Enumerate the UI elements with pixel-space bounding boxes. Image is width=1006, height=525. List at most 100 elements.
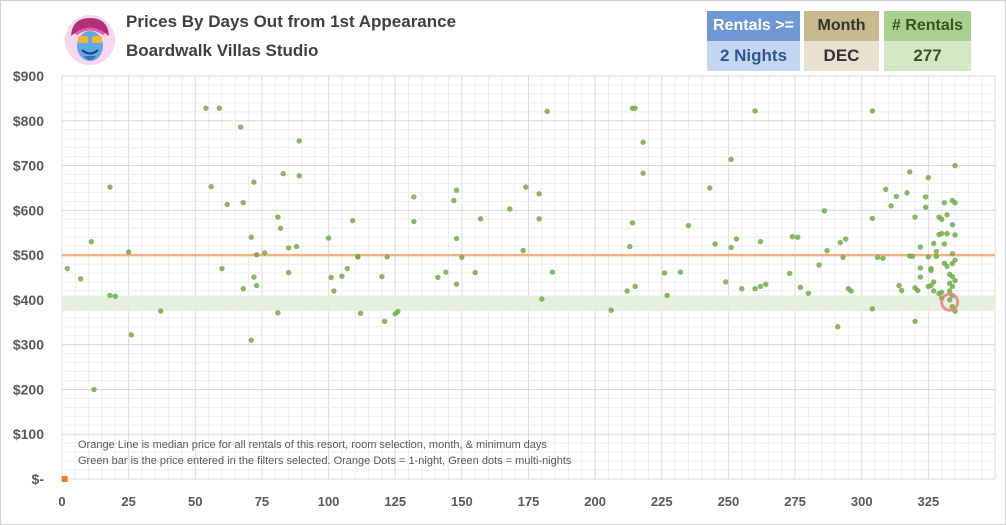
multi-night-dot [224,201,230,208]
multi-night-dot [938,216,945,222]
chart-subtitle: Boardwalk Villas Studio [126,41,319,60]
multi-night-dot [824,247,830,254]
multi-night-dot [357,310,364,317]
x-tick-label: 50 [188,494,202,509]
multi-night-dot [952,162,958,169]
multi-night-dot [869,108,876,114]
filter-rentals-min[interactable]: Rentals >= 2 Nights [707,11,800,71]
multi-night-dot [933,253,940,260]
multi-night-dot [883,186,889,192]
multi-night-dot [925,174,932,181]
multi-night-dot [728,156,734,162]
multi-night-dot [520,247,526,254]
multi-night-dot [331,288,337,294]
multi-night-dot [355,254,361,260]
multi-night-dot [280,170,286,177]
y-tick-label: $600 [13,202,44,218]
multi-night-dot [917,265,924,271]
multi-night-dot [64,265,71,272]
multi-night-dot [629,220,636,226]
multi-night-dot [906,169,913,175]
x-tick-label: 25 [121,494,135,509]
multi-night-dot [821,208,828,214]
multi-night-dot [946,288,953,294]
multi-night-dot [339,273,345,279]
multi-night-dot [285,269,292,276]
logo-icon [65,15,115,65]
multi-night-dot [930,240,937,247]
multi-night-dot [712,241,718,247]
multi-night-dot [240,200,246,206]
multi-night-dot [157,308,164,314]
y-tick-label: $700 [13,158,44,174]
multi-night-dot [251,179,257,185]
multi-night-dot [208,183,214,190]
multi-night-dot [381,318,388,325]
multi-night-dot [632,105,638,111]
multi-night-dot [443,269,449,275]
multi-night-dot [789,234,796,240]
multi-night-dot [944,230,950,237]
multi-night-dot [752,285,758,292]
x-tick-label: 150 [451,494,473,509]
multi-night-dot [930,279,937,285]
multi-night-dot [91,386,97,393]
multi-night-dot [411,218,417,225]
multi-night-dot [661,270,668,276]
multi-night-dot [707,185,713,191]
multi-night-dot [88,238,95,245]
one-night-dot [61,476,68,482]
filter-rentals-min-value: 2 Nights [707,41,800,71]
multi-night-dot [685,222,692,229]
multi-night-dot [107,184,113,190]
multi-night-dot [757,238,764,245]
multi-night-dot [795,234,801,240]
multi-night-dot [941,200,948,206]
multi-night-dot [395,308,401,315]
filter-rentals-count[interactable]: # Rentals 277 [884,11,971,71]
multi-night-dot [453,187,460,193]
multi-night-dot [917,244,924,250]
multi-night-dot [938,289,945,295]
multi-night-dot [128,332,135,338]
multi-night-dot [453,235,460,242]
filter-rentals-count-value: 277 [884,41,971,71]
multi-night-dot [880,255,886,261]
y-tick-label: $100 [13,426,44,442]
multi-night-dot [805,290,812,296]
y-tick-label: $200 [13,381,44,397]
highlight-marker [940,292,960,312]
multi-night-dot [453,281,460,287]
multi-night-dot [888,203,894,209]
multi-night-dot [640,170,646,176]
multi-night-dot [285,245,292,251]
multi-night-dot [904,190,910,196]
multi-night-dot [949,283,956,290]
multi-night-dot [869,306,876,312]
multi-night-dot [216,105,222,111]
multi-night-dot [843,236,849,242]
y-tick-label: $800 [13,113,44,129]
multi-night-dot [922,194,929,200]
multi-night-dot [632,283,638,290]
multi-night-dot [344,265,350,272]
filter-month-label: Month [804,11,879,41]
filter-month[interactable]: Month DEC [804,11,879,71]
x-tick-label: 0 [58,494,65,509]
multi-night-dot [728,244,734,251]
multi-night-dot [733,236,740,242]
multi-night-dot [912,214,918,220]
multi-night-dot [840,254,846,261]
multi-night-dot [941,241,948,247]
multi-night-dot [797,284,804,291]
multi-night-dot [219,265,225,272]
multi-night-dot [507,206,513,212]
x-tick-label: 250 [718,494,740,509]
multi-night-dot [275,214,281,220]
x-tick-label: 225 [651,494,673,509]
multi-night-dot [787,270,793,277]
multi-night-dot [896,282,902,289]
multi-night-dot [379,273,385,280]
multi-night-dot [296,173,302,179]
multi-night-dot [949,273,956,280]
